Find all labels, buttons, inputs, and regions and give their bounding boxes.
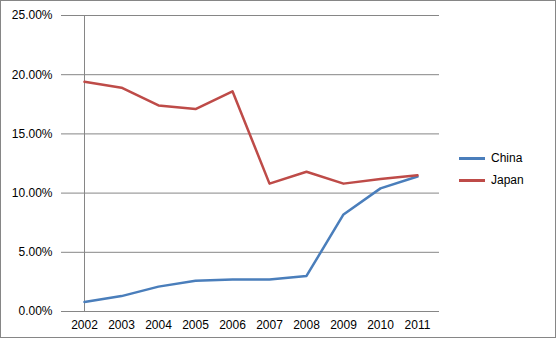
svg-text:20.00%: 20.00%: [12, 68, 53, 82]
svg-text:5.00%: 5.00%: [18, 245, 52, 259]
svg-text:2010: 2010: [367, 318, 394, 332]
html-text:Japan: Japan: [491, 173, 524, 187]
svg-text:15.00%: 15.00%: [12, 127, 53, 141]
svg-text:2005: 2005: [182, 318, 209, 332]
svg-text:2009: 2009: [330, 318, 357, 332]
svg-text:2011: 2011: [405, 318, 431, 332]
svg-text:2003: 2003: [108, 318, 135, 332]
svg-text:10.00%: 10.00%: [12, 186, 53, 200]
svg-text:2007: 2007: [256, 318, 283, 332]
svg-text:25.00%: 25.00%: [12, 8, 53, 22]
svg-text:2002: 2002: [71, 318, 98, 332]
svg-text:2006: 2006: [219, 318, 246, 332]
svg-text:2008: 2008: [293, 318, 320, 332]
svg-text:2004: 2004: [145, 318, 172, 332]
svg-text:0.00%: 0.00%: [18, 304, 52, 318]
html-text:China: China: [491, 151, 523, 165]
